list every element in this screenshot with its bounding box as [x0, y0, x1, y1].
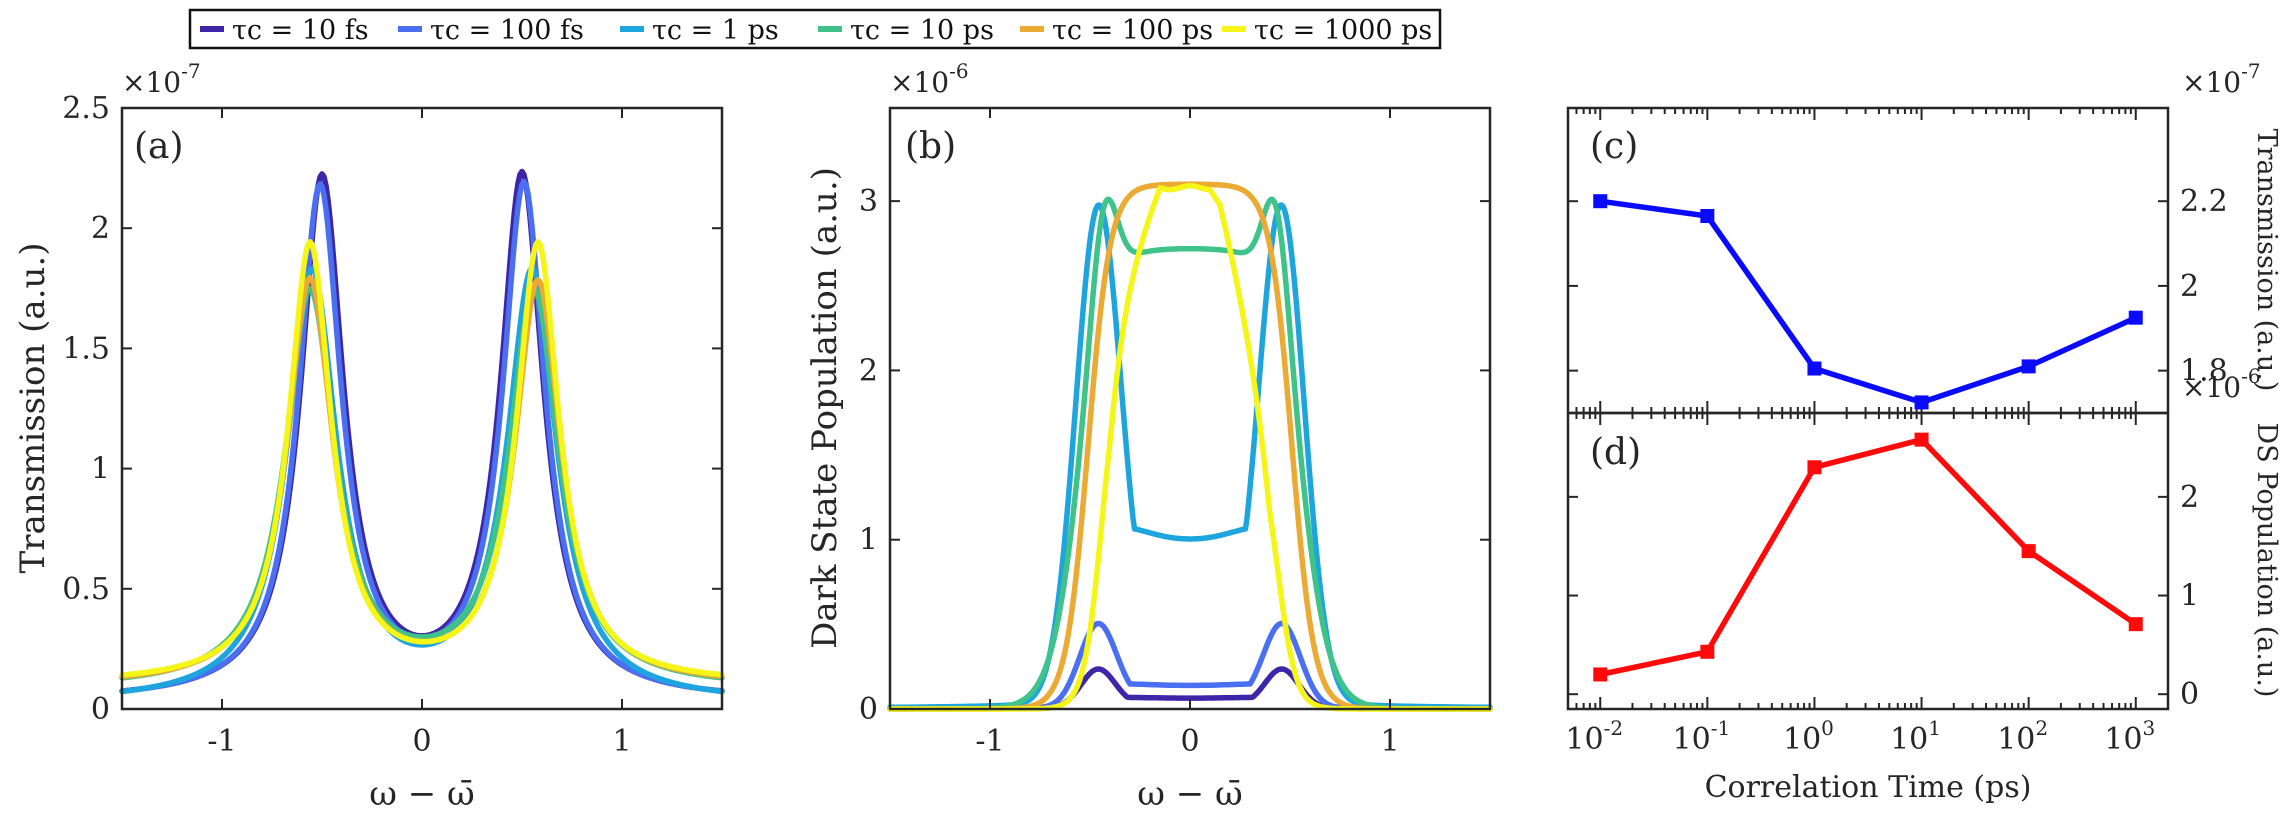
panel-a-line-3	[119, 285, 725, 681]
panel-d-xtick-label: 10-1	[1673, 716, 1731, 757]
panel-d-xtick-exp: 3	[2142, 716, 2155, 740]
panel-d-xlabel: Correlation Time (ps)	[1705, 770, 2032, 805]
panel-b-line-2	[887, 202, 1493, 711]
panel-c-line	[1597, 198, 2139, 406]
panel-c-marker	[1914, 395, 1929, 410]
panel-d-xtick-exp: -1	[1711, 716, 1730, 740]
panel-b-axes	[888, 106, 1492, 711]
legend-label-2: τc = 1 ps	[652, 15, 779, 46]
panel-d-xtick-base: 10	[1783, 722, 1821, 757]
legend-label-0: τc = 10 fs	[232, 15, 369, 46]
panel-a-xlabel: ω − ω̄	[369, 774, 475, 814]
panel-d-marker	[1914, 432, 1929, 447]
panel-d-marker	[1700, 644, 1715, 659]
panel-a-ytick-label: 2.5	[62, 91, 110, 126]
panel-d-marker	[1807, 460, 1822, 475]
panel-d-label: (d)	[1590, 432, 1641, 473]
panel-d-xtick-label: 103	[2104, 716, 2155, 757]
legend-label-1: τc = 100 fs	[430, 15, 584, 46]
panel-b-ylabel: Dark State Population (a.u.)	[805, 167, 845, 649]
panel-d-xtick-exp: 1	[1928, 716, 1941, 740]
panel-d-xtick-base: 10	[2104, 722, 2142, 757]
panel-d-xtick-base: 10	[1565, 722, 1603, 757]
panel-a-ytick-label: 1	[91, 452, 110, 487]
panel-b-line-3	[887, 196, 1493, 712]
panel-b-ytick-label: 0	[859, 692, 878, 727]
panel-b-ytick-label: 3	[859, 184, 878, 219]
panel-b-xtick-label: -1	[975, 724, 1004, 759]
panel-b-label: (b)	[905, 126, 956, 167]
panel-a: -1 0 1 0 0.5 1 1.5 2 2.5 (a) ×10-7 ω − ω̄ Transm…	[13, 59, 725, 814]
panel-c: 1.8 2 2.2 (c) ×10-7 Transmission (a.u.)	[1566, 59, 2282, 415]
panel-d-ylabel: DS Population (a.u.)	[2251, 423, 2282, 698]
panel-c-ylabel: Transmission (a.u.)	[2251, 129, 2282, 392]
panel-c-marker	[1593, 194, 1608, 209]
panel-c-marker	[1807, 361, 1822, 376]
panel-d-line	[1597, 436, 2139, 678]
panel-c-ytick-label: 2	[2180, 269, 2199, 304]
panel-a-multiplier: ×10-7	[122, 59, 201, 99]
legend-box	[188, 8, 1442, 50]
panel-a-line-4	[119, 274, 725, 680]
panel-d-xtick-label: 100	[1783, 716, 1834, 757]
panel-a-xtick-label: -1	[207, 724, 236, 759]
panel-a-ytick-label: 2	[91, 211, 110, 246]
panel-b-multiplier: ×10-6	[890, 59, 969, 99]
panel-b-xlabel: ω − ω̄	[1137, 774, 1243, 814]
panel-b-line-5	[887, 183, 1493, 712]
panel-d-xtick-exp: 0	[1821, 716, 1834, 740]
panel-d-xtick-exp: 2	[2035, 716, 2048, 740]
panel-a-ytick-label: 1.5	[62, 331, 110, 366]
panel-d-ytick-label: 2	[2180, 480, 2199, 515]
panel-d-marker	[2021, 544, 2036, 559]
panel-b-ytick-label: 2	[859, 353, 878, 388]
panel-d-xtick-label: 101	[1890, 716, 1941, 757]
panel-d-marker	[1593, 667, 1608, 682]
panel-d-xtick-label: 10-2	[1565, 716, 1623, 757]
panel-d-multiplier: ×10-6	[2182, 364, 2261, 404]
panel-b-line-4	[887, 181, 1493, 712]
panel-b-xtick-label: 0	[1180, 724, 1199, 759]
legend-label-4: τc = 100 ps	[1052, 15, 1213, 46]
panel-b: -1 0 1 0 1 2 3 (b) ×10-6 ω − ω̄ Dark State Pop…	[805, 59, 1493, 814]
panel-b-xtick-label: 1	[1380, 724, 1399, 759]
panel-a-line-0	[119, 168, 725, 694]
panel-d-ytick-label: 1	[2180, 579, 2199, 614]
panel-d-axes	[1566, 411, 2170, 711]
panel-c-label: (c)	[1590, 126, 1638, 167]
panel-a-line-1	[119, 178, 725, 694]
panel-b-ytick-label: 1	[859, 523, 878, 558]
panel-a-ylabel: Transmission (a.u.)	[13, 243, 53, 574]
panel-d-marker	[2128, 617, 2143, 632]
legend-label-5: τc = 1000 ps	[1254, 15, 1432, 46]
legend-label-3: τc = 10 ps	[850, 15, 994, 46]
panel-c-ytick-label: 1.8	[2180, 354, 2228, 389]
panel-c-marker	[1700, 209, 1715, 224]
panel-c-marker	[2128, 310, 2143, 325]
panel-c-ytick-label: 2.2	[2180, 184, 2228, 219]
panel-c-multiplier: ×10-7	[2182, 59, 2261, 99]
panel-a-xtick-label: 1	[612, 724, 631, 759]
panel-a-axes	[120, 106, 724, 711]
panel-c-marker	[2021, 359, 2036, 374]
panel-d-xtick-base: 10	[1997, 722, 2035, 757]
panel-a-label: (a)	[134, 126, 184, 167]
panel-a-ytick-label: 0.5	[62, 572, 110, 607]
panel-d-xtick-label: 102	[1997, 716, 2048, 757]
panel-d-xtick-base: 10	[1673, 722, 1711, 757]
panel-a-ytick-label: 0	[91, 692, 110, 727]
panel-c-axes	[1566, 106, 2170, 415]
legend: τc = 10 fs τc = 100 fs τc = 1 ps τc = 10 ps…	[188, 8, 1442, 50]
panel-a-xtick-label: 0	[412, 724, 431, 759]
panel-d-ytick-label: 0	[2180, 677, 2199, 712]
panel-a-line-2	[119, 265, 725, 695]
panel-d-xtick-base: 10	[1890, 722, 1928, 757]
panel-a-line-5	[119, 239, 725, 678]
panel-d-xtick-exp: -2	[1604, 716, 1623, 740]
